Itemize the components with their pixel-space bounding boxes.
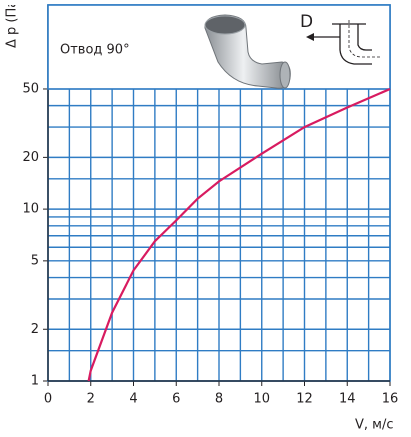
y-tick-label: 20 <box>22 150 39 165</box>
y-tick-label: 5 <box>31 253 39 268</box>
y-axis-label: Δ p (Па) <box>5 0 20 48</box>
series-line <box>87 87 391 382</box>
diagram-label: D <box>300 12 313 32</box>
diagram-pipe <box>332 23 372 65</box>
inset: Отвод 90° D <box>47 4 391 90</box>
diagram-arrowhead <box>306 33 314 41</box>
y-axis-label-wrap: Δ p (Па) <box>5 0 20 48</box>
x-tick-label: 16 <box>382 392 399 407</box>
x-tick-label: 10 <box>253 392 270 407</box>
y-tick-label: 50 <box>22 81 39 96</box>
y-tick-label: 1 <box>31 374 39 389</box>
x-tick-label: 14 <box>339 392 356 407</box>
x-axis-label: V, м/с <box>355 418 394 433</box>
diagram-axis <box>348 20 380 58</box>
x-tick-label: 4 <box>129 392 137 407</box>
elbow-opening <box>279 61 291 89</box>
x-tick-label: 12 <box>296 392 313 407</box>
x-tick-label: 6 <box>172 392 180 407</box>
elbow-opening <box>204 15 246 35</box>
y-tick-label: 10 <box>22 202 39 217</box>
x-tick-label: 8 <box>215 392 223 407</box>
y-tick-label: 2 <box>31 322 39 337</box>
x-tick-label: 0 <box>44 392 52 407</box>
x-tick-label: 2 <box>87 392 95 407</box>
inset-label: Отвод 90° <box>60 43 130 58</box>
marks <box>87 87 391 382</box>
